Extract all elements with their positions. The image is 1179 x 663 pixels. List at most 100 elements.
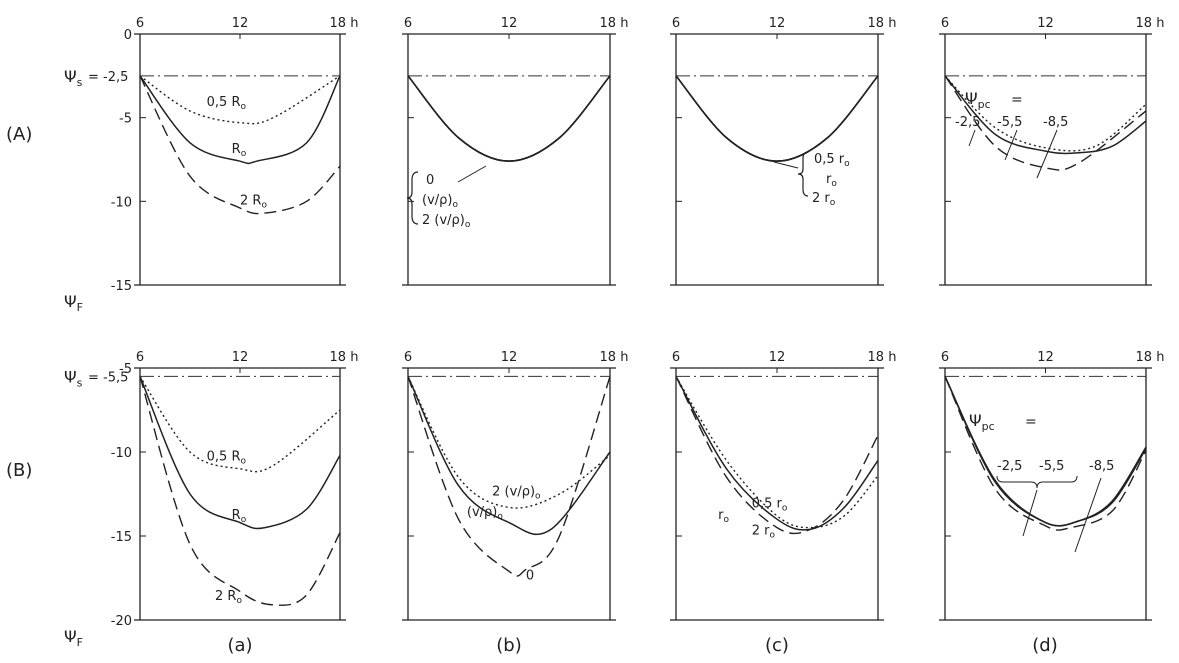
series-label: 2 (v/ρ)o — [492, 485, 541, 502]
series-line-dashed — [675, 376, 879, 535]
panel-A-c: 6 12 18 h — [670, 16, 897, 286]
panel-B-b: 6 12 18 h 2 (v/ρ)o (v/ρ)o 0 — [402, 350, 629, 621]
series-line-solid — [675, 376, 879, 531]
x-tick-label: 18 h — [868, 16, 897, 31]
legend-arrow — [1074, 477, 1102, 553]
y-tick-label: 0 — [124, 28, 132, 43]
x-tick-label: 12 — [232, 350, 249, 365]
legend-label: -5,5 — [997, 115, 1022, 130]
psi-s-symbol: Ψs — [64, 67, 83, 89]
row-label-A: (A) — [6, 124, 32, 145]
legend-label: 0 — [426, 173, 434, 188]
y-tick-label: -10 — [111, 195, 132, 210]
psi-pc-symbol: Ψpc — [969, 411, 995, 433]
legend-label: 2 ro — [812, 191, 836, 208]
series-line-dashed — [139, 376, 341, 606]
series-line-dashed — [944, 75, 1147, 171]
x-tick-label: 18 h — [1136, 350, 1165, 365]
legend-label: -2,5 — [955, 115, 980, 130]
series-label: 0,5 Ro — [207, 449, 247, 466]
y-tick-label: -5 — [119, 112, 132, 127]
psi-f-label: ΨF — [64, 292, 83, 314]
series-line-dashed — [407, 376, 611, 577]
series-line-solid — [675, 75, 879, 162]
x-tick-label: 12 — [769, 350, 786, 365]
x-tick-label: 6 — [941, 350, 949, 365]
legend-label: -5,5 — [1039, 459, 1064, 474]
panel-B-a: 6 12 18 h -5 -10 -15 -20 0,5 Ro Ro 2 Ro Ψs = -5,5 ΨF — [64, 350, 358, 649]
legend-arrow — [1004, 129, 1018, 161]
legend-label: -8,5 — [1043, 115, 1068, 130]
legend-label: (v/ρ)o — [422, 193, 458, 210]
legend-label: -2,5 — [997, 459, 1022, 474]
series-line-dashed — [944, 376, 1147, 531]
panel-A-a: 6 12 18 h 0 -5 -10 -15 0,5 Ro Ro 2 Ro Ψs = -2,5 ΨF — [64, 16, 358, 314]
x-tick-label: 6 — [404, 350, 412, 365]
series-label: 2 Ro — [240, 194, 267, 211]
x-tick-label: 6 — [136, 350, 144, 365]
legend-arrow — [968, 129, 976, 147]
panel-A-d: 6 12 18 h — [939, 16, 1165, 286]
x-tick-label: 12 — [1037, 16, 1054, 31]
psi-s-value: = -2,5 — [88, 70, 128, 85]
series-line-solid — [139, 75, 341, 165]
series-line-solid — [944, 75, 1147, 155]
legend-brace — [797, 151, 809, 197]
series-label: 2 Ro — [215, 589, 242, 606]
series-label: ro — [718, 508, 729, 525]
y-tick-label: -15 — [111, 530, 132, 545]
x-tick-label: 18 h — [600, 16, 629, 31]
column-label: (b) — [496, 635, 521, 656]
x-tick-label: 6 — [672, 350, 680, 365]
y-tick-label: -10 — [111, 446, 132, 461]
psi-s-value: = -5,5 — [88, 370, 128, 385]
series-line-dotted — [139, 376, 341, 473]
x-tick-label: 18 h — [330, 16, 359, 31]
y-tick-label: -5 — [119, 362, 132, 377]
x-tick-label: 18 h — [1136, 16, 1165, 31]
series-line-solid — [407, 376, 611, 535]
series-line-solid — [139, 376, 341, 530]
legend-label: 2 (v/ρ)o — [422, 213, 471, 230]
x-tick-label: 6 — [404, 16, 412, 31]
x-tick-label: 18 h — [330, 350, 359, 365]
series-label: Ro — [232, 142, 247, 159]
series-label: 0 — [526, 569, 534, 584]
series-line-solid — [944, 376, 1147, 527]
legend-label: ro — [826, 172, 837, 189]
legend-brace — [996, 475, 1078, 489]
panel-A-b: 6 12 18 h — [402, 16, 629, 286]
series-line-dotted — [944, 75, 1147, 152]
series-line-solid — [675, 75, 879, 162]
panel-B-d: 6 12 18 h — [939, 350, 1165, 621]
legend-arrow — [773, 161, 799, 169]
series-line-solid — [675, 75, 879, 162]
legend-arrow — [1036, 129, 1058, 179]
legend-label: -8,5 — [1089, 459, 1114, 474]
x-tick-label: 6 — [941, 16, 949, 31]
column-label: (c) — [765, 635, 789, 656]
x-tick-label: 6 — [672, 16, 680, 31]
column-label: (a) — [227, 635, 252, 656]
legend-label: 0,5 ro — [814, 152, 850, 169]
x-tick-label: 12 — [769, 16, 786, 31]
series-label: (v/ρ)o — [467, 505, 503, 522]
column-label: (d) — [1032, 635, 1057, 656]
x-tick-label: 18 h — [868, 350, 897, 365]
psi-pc-equals: = — [1025, 414, 1037, 430]
series-label: Ro — [232, 508, 247, 525]
x-tick-label: 12 — [501, 16, 518, 31]
series-label: 0,5 ro — [752, 496, 788, 513]
x-tick-label: 18 h — [600, 350, 629, 365]
legend-brace — [406, 171, 419, 225]
panel-B-c: 6 12 18 h 0,5 ro ro 2 ro — [670, 350, 897, 621]
series-line-solid — [407, 75, 611, 162]
x-tick-label: 6 — [136, 16, 144, 31]
row-label-B: (B) — [6, 460, 32, 481]
series-line-solid — [407, 75, 611, 162]
y-tick-label: -15 — [111, 279, 132, 294]
series-line-solid — [407, 75, 611, 162]
x-tick-label: 12 — [232, 16, 249, 31]
psi-s-symbol: Ψs — [64, 367, 83, 389]
series-line-dashed — [139, 75, 341, 215]
